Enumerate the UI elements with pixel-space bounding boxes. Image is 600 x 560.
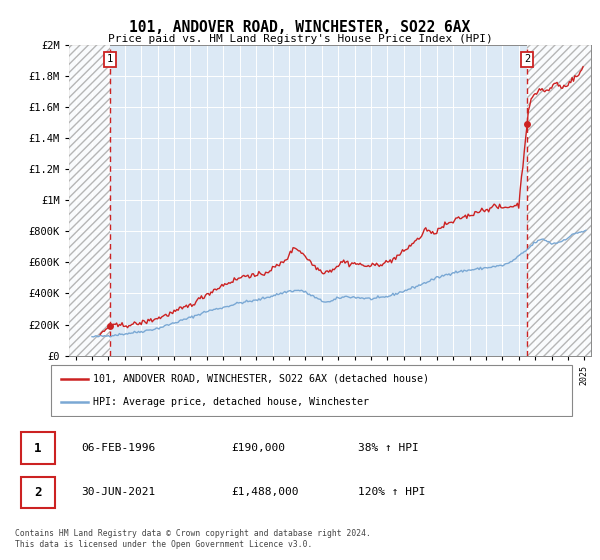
Text: 38% ↑ HPI: 38% ↑ HPI — [358, 443, 418, 453]
Text: 101, ANDOVER ROAD, WINCHESTER, SO22 6AX (detached house): 101, ANDOVER ROAD, WINCHESTER, SO22 6AX … — [93, 374, 429, 384]
Text: £190,000: £190,000 — [231, 443, 285, 453]
Text: 1: 1 — [107, 54, 113, 64]
Text: 2: 2 — [524, 54, 530, 64]
Text: 101, ANDOVER ROAD, WINCHESTER, SO22 6AX: 101, ANDOVER ROAD, WINCHESTER, SO22 6AX — [130, 20, 470, 35]
Bar — [69, 45, 110, 356]
Text: £1,488,000: £1,488,000 — [231, 487, 298, 497]
Text: 120% ↑ HPI: 120% ↑ HPI — [358, 487, 425, 497]
Text: Price paid vs. HM Land Registry's House Price Index (HPI): Price paid vs. HM Land Registry's House … — [107, 34, 493, 44]
Text: Contains HM Land Registry data © Crown copyright and database right 2024.
This d: Contains HM Land Registry data © Crown c… — [15, 529, 371, 549]
Text: 06-FEB-1996: 06-FEB-1996 — [81, 443, 155, 453]
Text: 1: 1 — [34, 442, 41, 455]
FancyBboxPatch shape — [20, 432, 55, 464]
Text: 2: 2 — [34, 486, 41, 499]
Bar — [527, 45, 591, 356]
FancyBboxPatch shape — [20, 477, 55, 508]
FancyBboxPatch shape — [50, 365, 572, 416]
Text: 30-JUN-2021: 30-JUN-2021 — [81, 487, 155, 497]
Text: HPI: Average price, detached house, Winchester: HPI: Average price, detached house, Winc… — [93, 397, 369, 407]
